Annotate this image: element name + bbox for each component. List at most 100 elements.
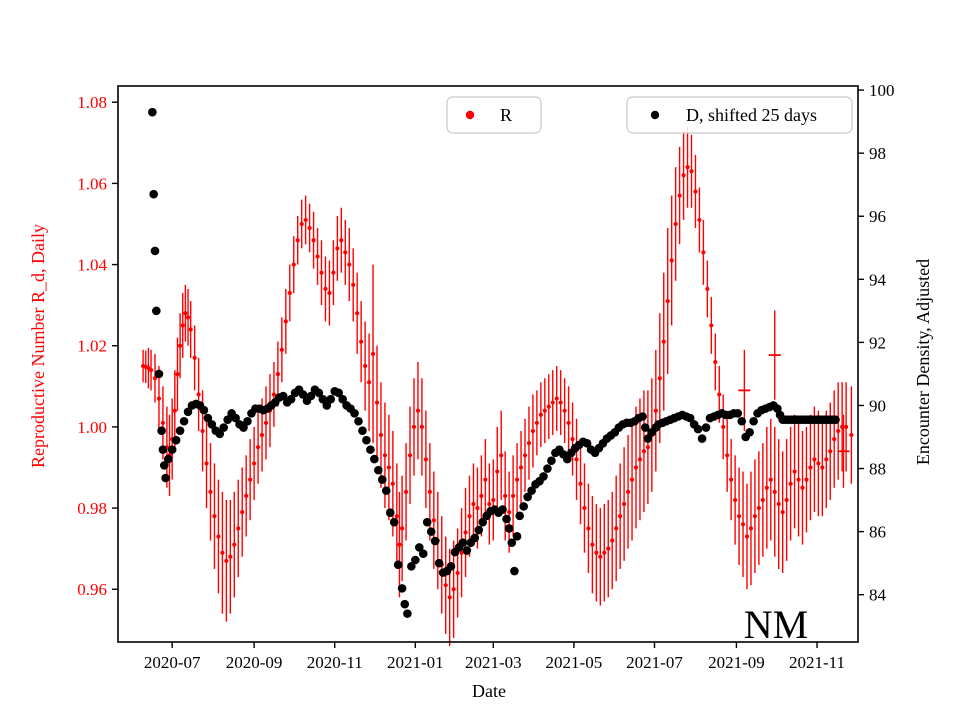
r-data-point [792, 469, 797, 474]
r-data-point [629, 477, 635, 482]
x-tick-label: 2020-11 [307, 653, 363, 672]
d-data-point [334, 388, 343, 398]
r-data-point [188, 327, 193, 332]
r-data-point [836, 428, 841, 434]
r-data-point [487, 501, 492, 507]
r-data-point [760, 497, 765, 503]
r-data-point [530, 428, 536, 434]
r-data-point [160, 420, 166, 425]
r-data-point [602, 550, 607, 555]
y-left-tick-label: 1.00 [77, 418, 107, 437]
y-right-tick-label: 94 [869, 270, 887, 289]
y-right-tick-label: 100 [869, 81, 895, 100]
r-data-point [709, 323, 714, 328]
r-data-point [447, 595, 452, 600]
r-data-point [271, 392, 277, 397]
r-data-point [812, 457, 817, 462]
d-data-point [370, 454, 379, 464]
r-data-point [479, 493, 484, 498]
r-data-point [590, 542, 595, 547]
r-data-point [244, 493, 249, 498]
r-data-point [618, 514, 623, 519]
r-data-point [366, 380, 372, 385]
r-data-point [768, 477, 773, 482]
y-right-tick-label: 92 [869, 333, 886, 352]
d-data-point [161, 473, 170, 483]
y-axis-label-right: Encounter Density, Adjusted [913, 259, 933, 465]
r-data-point [832, 436, 837, 442]
r-data-point [534, 420, 539, 425]
d-data-point [422, 517, 432, 527]
y-left-tick-label: 1.02 [77, 337, 107, 356]
r-data-point [185, 315, 191, 320]
d-data-point [358, 426, 367, 436]
r-data-point [574, 457, 579, 462]
r-data-point [390, 481, 395, 486]
d-data-point [149, 189, 158, 199]
x-tick-label: 2021-07 [626, 653, 683, 672]
d-data-point [215, 429, 225, 439]
d-data-point [350, 409, 359, 418]
r-data-point [327, 290, 332, 296]
y-left-tick-label: 1.04 [77, 256, 107, 275]
d-data-point [407, 562, 416, 571]
d-data-point [638, 412, 647, 421]
r-data-point [507, 510, 512, 515]
r-data-point [311, 238, 316, 243]
d-data-point [400, 599, 410, 609]
x-tick-label: 2021-09 [708, 653, 765, 672]
d-data-point [539, 472, 548, 481]
d-data-point [278, 391, 288, 401]
legend-d-label: D, shifted 25 days [686, 105, 817, 125]
r-data-point [200, 428, 205, 434]
d-data-point [418, 549, 428, 558]
r-data-point [204, 461, 209, 466]
d-data-point [510, 566, 519, 576]
d-data-point [207, 420, 217, 429]
d-data-point [239, 423, 248, 432]
d-data-point [697, 434, 707, 443]
r-data-point [614, 526, 619, 531]
d-data-point [411, 555, 420, 565]
d-data-point [701, 423, 711, 432]
r-data-point [582, 505, 587, 511]
d-data-point [458, 538, 468, 547]
d-data-point [562, 454, 572, 464]
d-data-point [414, 543, 424, 552]
r-data-point [752, 514, 758, 519]
r-data-point [451, 587, 456, 592]
r-data-point [287, 290, 292, 296]
d-data-point [831, 415, 840, 424]
d-data-point [643, 434, 653, 443]
r-data-point [255, 445, 261, 450]
r-data-point [378, 432, 384, 438]
r-data-point [788, 481, 793, 486]
r-data-point [400, 526, 405, 531]
r-data-point [776, 501, 781, 507]
d-data-point [374, 465, 383, 475]
r-data-point [562, 408, 567, 413]
r-data-point [252, 461, 257, 466]
r-data-point [403, 489, 409, 494]
r-data-point [816, 461, 821, 466]
r-data-point [705, 286, 710, 292]
d-data-point [183, 407, 193, 417]
r-data-point [220, 550, 225, 555]
legend-r-marker-icon [465, 110, 475, 120]
r-data-point [522, 453, 528, 458]
r-data-point [152, 376, 158, 381]
y-right-tick-label: 84 [869, 586, 887, 605]
d-data-point [507, 538, 517, 547]
r-data-point [180, 323, 185, 328]
d-data-point [527, 486, 536, 495]
d-data-point [434, 558, 444, 568]
r-data-point [291, 262, 296, 267]
r-data-point [475, 505, 480, 511]
r-data-point [610, 538, 615, 543]
d-data-point [446, 562, 456, 571]
r-data-point [240, 510, 245, 515]
r-data-point [363, 363, 368, 369]
r-data-point [645, 445, 650, 450]
legend-r-box [446, 96, 542, 134]
legend-r: R [446, 96, 542, 134]
